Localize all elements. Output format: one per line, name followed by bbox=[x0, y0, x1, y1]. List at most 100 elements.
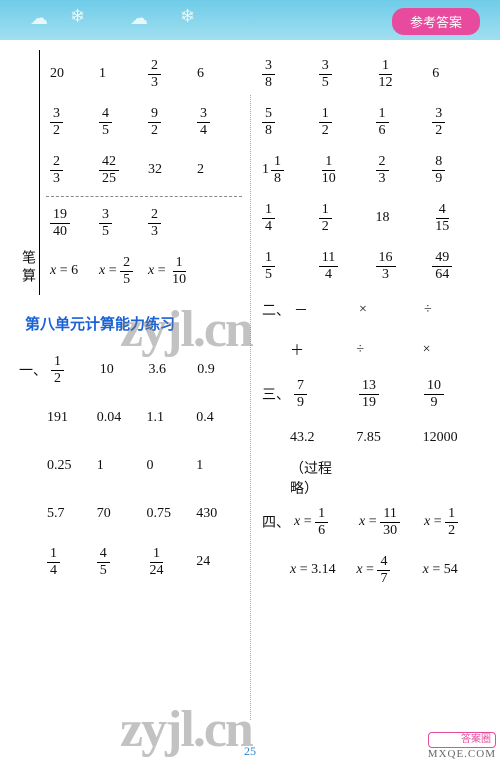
left-top-block: 20123632459234234225322 19403523 x = 6x … bbox=[39, 50, 242, 295]
section-title-unit8: 第八单元计算能力练习 bbox=[25, 313, 242, 334]
op-cell: × bbox=[419, 342, 485, 358]
dashed-separator bbox=[46, 196, 242, 197]
top-banner: ☁ ❄ ☁ ❄ 参考答案 bbox=[0, 0, 500, 40]
row-prefix: 一、 bbox=[15, 360, 47, 380]
value-cell: 163 bbox=[372, 250, 429, 282]
section-three-row2: 43.2 7.85 12000 bbox=[258, 418, 485, 458]
value-cell: 12 bbox=[47, 354, 96, 386]
page-number: 25 bbox=[244, 744, 256, 759]
section-two-prefix: 二、 bbox=[258, 300, 290, 320]
page-body: 笔算 20123632459234234225322 19403523 x = … bbox=[0, 40, 500, 765]
value-cell: 35 bbox=[315, 58, 372, 90]
section-two-row1: 二、 － × ÷ bbox=[258, 290, 485, 330]
op-cell: ＋ bbox=[286, 340, 352, 360]
value-cell: 1.1 bbox=[143, 410, 193, 426]
table-row: 141218415 bbox=[258, 194, 485, 242]
table-row: 201236 bbox=[46, 50, 242, 98]
equation-cell: x = 25 bbox=[95, 255, 144, 287]
value-cell: 4964 bbox=[428, 250, 485, 282]
value-cell: 112 bbox=[372, 58, 429, 90]
op-cell: ÷ bbox=[352, 342, 418, 358]
section-three-row1: 三、791319109 bbox=[258, 370, 485, 418]
value-cell: 12 bbox=[315, 202, 372, 234]
value-cell: 5.7 bbox=[43, 506, 93, 522]
right-column: 3835112658121632118110238914121841515114… bbox=[250, 50, 485, 735]
value-cell: 118 bbox=[258, 154, 315, 186]
value-cell: 79 bbox=[290, 378, 355, 410]
cloud-icon: ☁ bbox=[30, 8, 48, 29]
value-cell: 1 bbox=[192, 458, 242, 474]
value-cell: 35 bbox=[95, 207, 144, 239]
value-cell: 12000 bbox=[419, 430, 485, 446]
left-column: 笔算 20123632459234234225322 19403523 x = … bbox=[15, 50, 250, 735]
value-cell: 114 bbox=[315, 250, 372, 282]
equation-cell: x = 6 bbox=[46, 263, 95, 279]
value-cell: 45 bbox=[95, 106, 144, 138]
bisuan-label: 笔算 bbox=[17, 250, 37, 286]
table-row: 38351126 bbox=[258, 50, 485, 98]
cloud-icon: ☁ bbox=[130, 8, 148, 29]
section-four-row1: 四、x = 16x = 1130x = 12 bbox=[258, 498, 485, 546]
value-cell: 23 bbox=[144, 58, 193, 90]
equation-cell: x = 54 bbox=[419, 562, 485, 578]
equation-cell: x = 110 bbox=[144, 255, 193, 287]
value-cell: 1319 bbox=[355, 378, 420, 410]
value-cell: 0 bbox=[143, 458, 193, 474]
value-cell: 16 bbox=[372, 106, 429, 138]
value-cell: 1 bbox=[95, 66, 144, 82]
value-cell: 0.9 bbox=[193, 362, 242, 378]
value-cell: 32 bbox=[46, 106, 95, 138]
table-row: 0.25101 bbox=[15, 442, 242, 490]
value-cell: 0.75 bbox=[143, 506, 193, 522]
equation-cell: x = 12 bbox=[420, 506, 485, 538]
section-two-row2: ＋ ÷ × bbox=[258, 330, 485, 370]
value-cell: 0.25 bbox=[43, 458, 93, 474]
op-cell: × bbox=[355, 302, 420, 318]
value-cell: 430 bbox=[192, 506, 242, 522]
table-row: 58121632 bbox=[258, 98, 485, 146]
table-row: 234225322 bbox=[46, 146, 242, 194]
snow-icon: ❄ bbox=[180, 6, 195, 27]
value-cell: 32 bbox=[144, 162, 193, 178]
value-cell: 2 bbox=[193, 162, 242, 178]
section-three-note: （过程略） bbox=[258, 458, 485, 498]
value-cell: 23 bbox=[46, 154, 95, 186]
value-cell: 34 bbox=[193, 106, 242, 138]
equation-cell: x = 47 bbox=[352, 554, 418, 586]
table-row: 144512424 bbox=[15, 538, 242, 586]
value-cell: 23 bbox=[372, 154, 429, 186]
op-cell: － bbox=[290, 300, 355, 320]
value-cell: 6 bbox=[428, 66, 485, 82]
value-cell: 38 bbox=[258, 58, 315, 90]
value-cell: 14 bbox=[258, 202, 315, 234]
table-row: 32459234 bbox=[46, 98, 242, 146]
corner-watermark: 答案圈 MXQE.COM bbox=[428, 732, 496, 761]
value-cell: 92 bbox=[144, 106, 193, 138]
value-cell: 6 bbox=[193, 66, 242, 82]
value-cell: 4225 bbox=[95, 154, 144, 186]
value-cell: 10 bbox=[96, 362, 145, 378]
table-row: 5.7700.75430 bbox=[15, 490, 242, 538]
value-cell: 14 bbox=[43, 546, 93, 578]
value-cell: 18 bbox=[372, 210, 429, 226]
value-cell: 0.04 bbox=[93, 410, 143, 426]
note-text: （过程略） bbox=[286, 458, 352, 498]
value-cell: 110 bbox=[315, 154, 372, 186]
table-row: 1181102389 bbox=[258, 146, 485, 194]
value-cell: 7.85 bbox=[352, 430, 418, 446]
value-cell: 24 bbox=[192, 554, 242, 570]
value-cell: 32 bbox=[428, 106, 485, 138]
section-four-prefix: 四、 bbox=[258, 512, 290, 532]
equation-cell: x = 16 bbox=[290, 506, 355, 538]
value-cell: 415 bbox=[428, 202, 485, 234]
value-cell: 70 bbox=[93, 506, 143, 522]
value-cell: 109 bbox=[420, 378, 485, 410]
answer-tab: 参考答案 bbox=[392, 8, 480, 35]
equation-cell: x = 1130 bbox=[355, 506, 420, 538]
corner-brand: 答案圈 bbox=[428, 732, 496, 748]
value-cell: 124 bbox=[143, 546, 193, 578]
equation-cell: x = 3.14 bbox=[286, 562, 352, 578]
corner-site: MXQE.COM bbox=[428, 748, 496, 761]
value-cell: 58 bbox=[258, 106, 315, 138]
value-cell: 3.6 bbox=[145, 362, 194, 378]
